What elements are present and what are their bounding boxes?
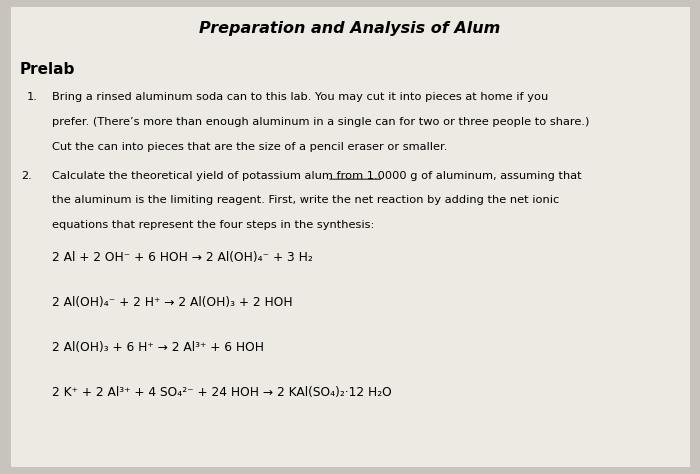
Text: Preparation and Analysis of Alum: Preparation and Analysis of Alum bbox=[199, 21, 500, 36]
Text: the aluminum is the limiting reagent. First, write the net reaction by adding th: the aluminum is the limiting reagent. Fi… bbox=[52, 195, 560, 205]
Text: prefer. (There’s more than enough aluminum in a single can for two or three peop: prefer. (There’s more than enough alumin… bbox=[52, 117, 590, 127]
Text: 2 Al + 2 OH⁻ + 6 HOH → 2 Al(OH)₄⁻ + 3 H₂: 2 Al + 2 OH⁻ + 6 HOH → 2 Al(OH)₄⁻ + 3 H₂ bbox=[52, 251, 314, 264]
Text: 2 Al(OH)₃ + 6 H⁺ → 2 Al³⁺ + 6 HOH: 2 Al(OH)₃ + 6 H⁺ → 2 Al³⁺ + 6 HOH bbox=[52, 341, 265, 354]
Text: 1.: 1. bbox=[27, 92, 38, 102]
Text: equations that represent the four steps in the synthesis:: equations that represent the four steps … bbox=[52, 220, 375, 230]
Text: Cut the can into pieces that are the size of a pencil eraser or smaller.: Cut the can into pieces that are the siz… bbox=[52, 142, 448, 152]
Text: Calculate the theoretical yield of potassium alum from 1.0000 g of aluminum, ass: Calculate the theoretical yield of potas… bbox=[52, 171, 582, 181]
Text: Prelab: Prelab bbox=[20, 62, 75, 77]
Text: Bring a rinsed aluminum soda can to this lab. You may cut it into pieces at home: Bring a rinsed aluminum soda can to this… bbox=[52, 92, 549, 102]
Text: 2 K⁺ + 2 Al³⁺ + 4 SO₄²⁻ + 24 HOH → 2 KAl(SO₄)₂·12 H₂O: 2 K⁺ + 2 Al³⁺ + 4 SO₄²⁻ + 24 HOH → 2 KAl… bbox=[52, 386, 392, 399]
Text: 2 Al(OH)₄⁻ + 2 H⁺ → 2 Al(OH)₃ + 2 HOH: 2 Al(OH)₄⁻ + 2 H⁺ → 2 Al(OH)₃ + 2 HOH bbox=[52, 296, 293, 309]
Text: 2.: 2. bbox=[21, 171, 32, 181]
